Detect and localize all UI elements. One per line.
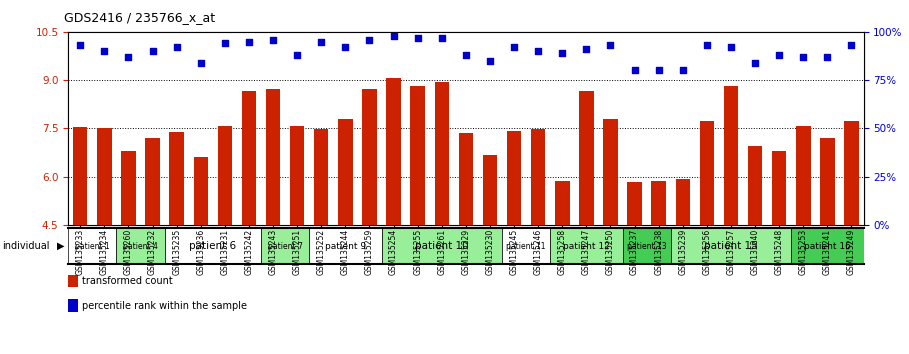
Text: transformed count: transformed count [83,276,174,286]
Bar [502,228,550,264]
Bar [791,228,864,264]
Point [627,68,642,73]
Point [314,39,328,44]
Text: patient 4: patient 4 [123,241,158,251]
Text: patient 7: patient 7 [267,241,303,251]
Bar [265,89,280,225]
Bar [68,275,77,287]
Text: ▶: ▶ [57,241,65,251]
Bar [623,228,671,264]
Point [242,39,256,44]
Text: patient 6: patient 6 [189,241,236,251]
Point [217,41,232,46]
Point [579,46,594,52]
Text: patient 15: patient 15 [704,241,758,251]
Bar [652,181,666,225]
Bar [555,181,570,225]
Bar [261,228,309,264]
Bar [309,228,382,264]
Point [652,68,666,73]
Bar [314,129,328,225]
Point [362,37,376,42]
Bar [194,157,208,225]
Bar [550,228,623,264]
Bar [68,299,77,312]
Bar [338,119,353,225]
Point [604,42,618,48]
Bar [145,138,160,225]
Bar [362,89,376,225]
Bar [579,91,594,225]
Point [169,45,184,50]
Bar [97,128,112,225]
Text: patient 11: patient 11 [506,241,546,251]
Point [435,35,449,40]
Bar [772,152,786,225]
Point [338,45,353,50]
Point [97,48,112,54]
Bar [435,82,449,225]
Bar [169,132,184,225]
Point [121,54,135,60]
Text: patient 10: patient 10 [415,241,468,251]
Point [844,42,859,48]
Bar [604,119,618,225]
Bar [290,126,305,225]
Point [265,37,280,42]
Bar [724,86,738,225]
Point [507,45,522,50]
Bar [796,126,811,225]
Text: patient 1: patient 1 [75,241,110,251]
Bar [675,179,690,225]
Bar [459,132,473,225]
Bar [748,146,763,225]
Text: patient 13: patient 13 [627,241,666,251]
Point [531,48,545,54]
Point [386,33,401,39]
Point [675,68,690,73]
Text: patient 9: patient 9 [325,241,366,251]
Bar [411,86,425,225]
Bar [165,228,261,264]
Bar [844,121,859,225]
Text: patient 12: patient 12 [563,241,610,251]
Bar [507,131,521,225]
Bar [121,152,135,225]
Point [194,60,208,65]
Bar [242,91,256,225]
Bar [386,78,401,225]
Bar [73,127,87,225]
Point [748,60,763,65]
Text: percentile rank within the sample: percentile rank within the sample [83,301,247,311]
Point [724,45,738,50]
Text: individual: individual [2,241,49,251]
Point [410,35,425,40]
Point [73,42,87,48]
Point [290,52,305,58]
Bar [68,228,116,264]
Point [796,54,811,60]
Bar [531,129,545,225]
Bar [483,155,497,225]
Bar [627,182,642,225]
Bar [820,138,834,225]
Bar [671,228,791,264]
Point [820,54,834,60]
Point [458,52,473,58]
Point [700,42,714,48]
Bar [116,228,165,264]
Point [145,48,160,54]
Point [772,52,786,58]
Bar [382,228,502,264]
Text: GDS2416 / 235766_x_at: GDS2416 / 235766_x_at [64,11,215,24]
Point [483,58,497,64]
Bar [700,121,714,225]
Point [555,50,570,56]
Bar [217,126,232,225]
Text: patient 16: patient 16 [804,241,851,251]
